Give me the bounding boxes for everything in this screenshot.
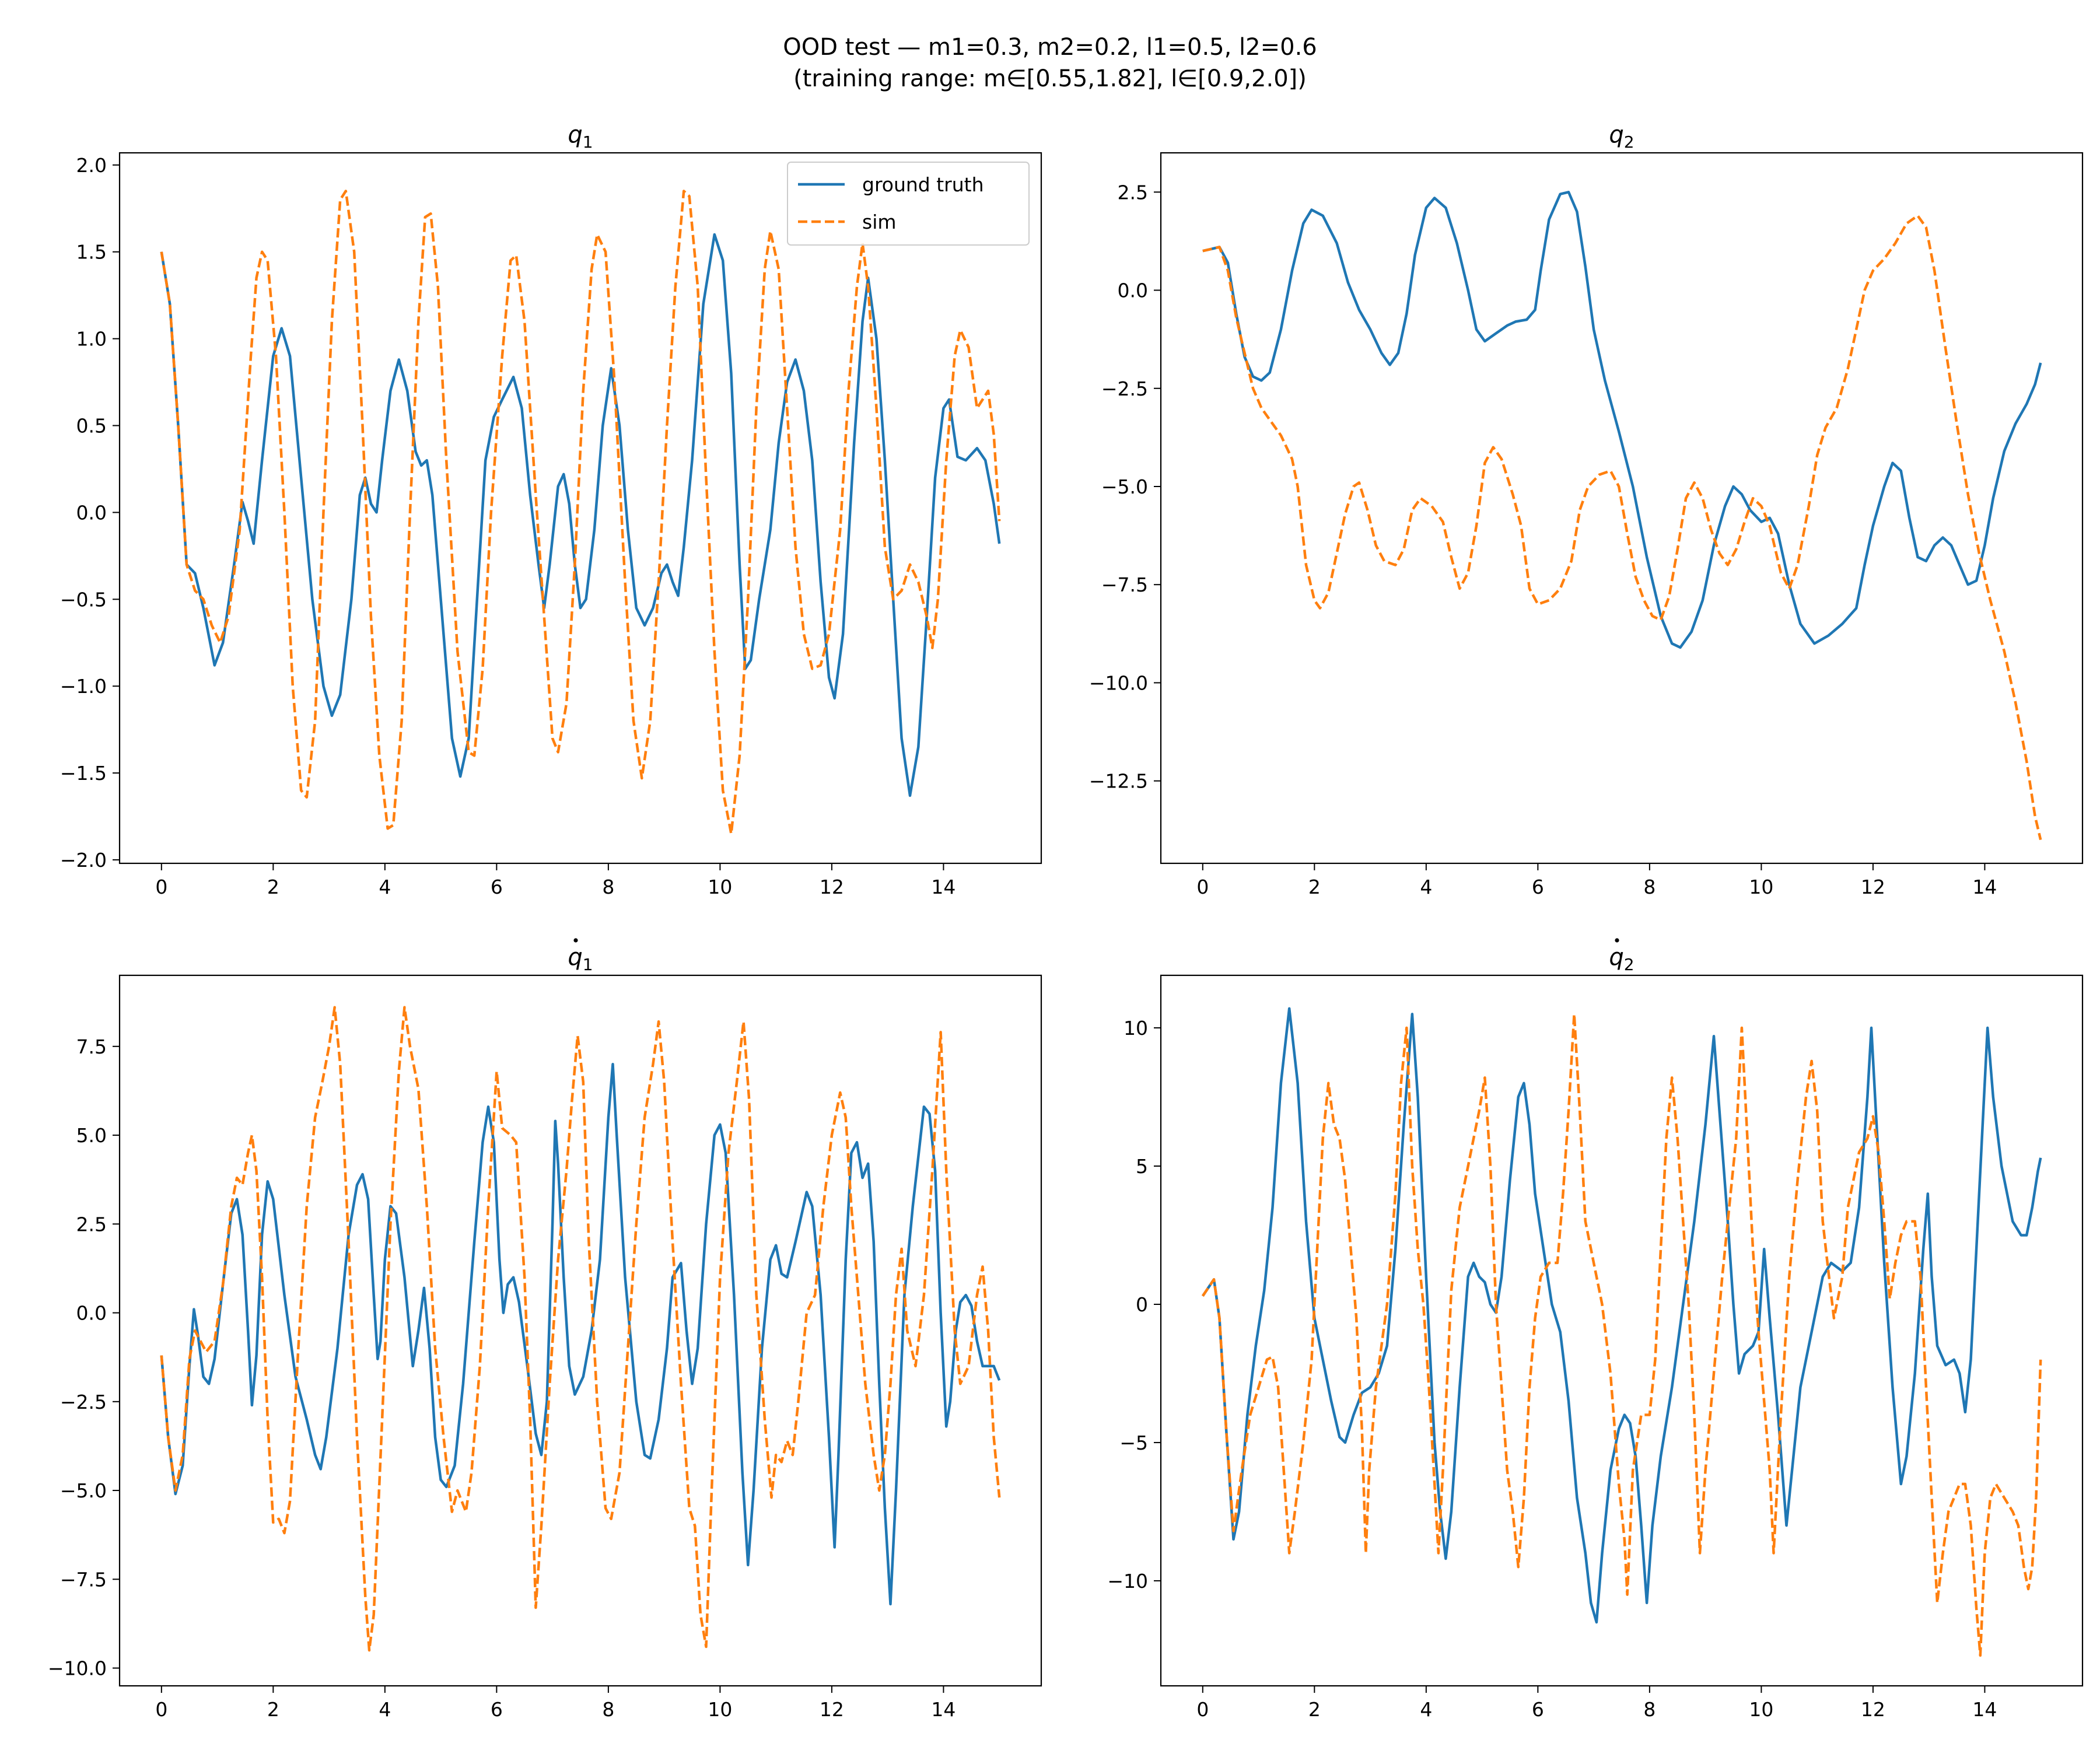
y-tick-label: −2.0: [60, 849, 107, 872]
x-tick-label: 10: [1749, 1698, 1773, 1721]
x-tick-label: 8: [602, 876, 614, 898]
panel-q2-dot: 0 2 4 6 8 10 12 14 −10 −5 0 5 10 q2: [1107, 938, 2084, 1721]
series-line-ground-truth: [1202, 191, 2042, 649]
y-tick-label: 0.0: [1118, 279, 1148, 302]
series-line-sim: [1201, 1013, 2042, 1657]
x-tick-label: 14: [1972, 1698, 1997, 1721]
y-tick-label: −0.5: [60, 588, 107, 611]
y-tick-label: −1.5: [60, 762, 107, 785]
x-tick-label: 2: [1308, 1698, 1321, 1721]
x-tick-label: 12: [820, 876, 844, 898]
x-tick-label: 6: [1532, 1698, 1544, 1721]
y-tick-label: −10.0: [48, 1657, 107, 1680]
axes-frame: [118, 974, 1042, 1687]
time-derivative-dot: [1615, 938, 1619, 943]
y-tick-label: −1.0: [60, 675, 107, 698]
series-line-ground-truth: [160, 1063, 1001, 1606]
y-tick-label: 1.5: [76, 241, 107, 264]
x-tick-label: 12: [1861, 1698, 1885, 1721]
x-tick-label: 12: [820, 1698, 844, 1721]
x-tick-label: 6: [491, 1698, 503, 1721]
x-tick-label: 0: [1196, 876, 1209, 898]
panel-q2: 0 2 4 6 8 10 12 14 −12.5 −10.0 −7.5 −5.0 −2.5 0.0 2.5 q…: [1089, 121, 2084, 898]
panel-title: q1: [568, 944, 593, 974]
y-tick-label: −7.5: [60, 1568, 107, 1591]
y-tick-label: −5.0: [60, 1479, 107, 1502]
panel-title: q1: [568, 121, 593, 152]
figure-title-line1: OOD test — m1=0.3, m2=0.2, l1=0.5, l2=0.…: [783, 34, 1317, 61]
panel-title: q2: [1609, 121, 1634, 152]
panel-q1-dot: 0 2 4 6 8 10 12 14 −10.0 −7.5 −5.0 −2.5 0.0 2.5 5.0 7.5…: [48, 938, 1042, 1721]
x-tick-label: 10: [708, 876, 732, 898]
y-tick-label: 2.5: [1118, 181, 1148, 204]
x-tick-label: 6: [491, 876, 503, 898]
y-tick-label: 2.5: [76, 1213, 107, 1236]
x-tick-label: 8: [602, 1698, 614, 1721]
series-line-ground-truth: [1201, 1007, 2042, 1624]
x-tick-label: 14: [931, 876, 956, 898]
x-tick-label: 2: [267, 876, 279, 898]
axes-frame: [1160, 974, 2084, 1687]
y-tick-label: 0.0: [76, 1302, 107, 1325]
y-tick-label: −12.5: [1089, 770, 1148, 793]
series-line-sim: [1202, 214, 2042, 841]
y-tick-label: 5: [1136, 1155, 1148, 1178]
x-tick-label: 8: [1643, 1698, 1656, 1721]
x-tick-label: 4: [379, 876, 391, 898]
x-tick-label: 10: [708, 1698, 732, 1721]
panel-q1: 0 2 4 6 8 10 12 14 −2.0 −1.5 −1.0 −0.5 0.0 0.5 1.0 1.5 2…: [60, 121, 1042, 898]
y-tick-label: 5.0: [76, 1124, 107, 1147]
y-tick-label: 0: [1136, 1293, 1148, 1316]
axes-frame: [118, 152, 1042, 864]
y-tick-label: 7.5: [76, 1035, 107, 1058]
time-derivative-dot: [573, 938, 578, 943]
x-tick-label: 4: [379, 1698, 391, 1721]
x-tick-label: 14: [931, 1698, 956, 1721]
y-tick-label: −2.5: [60, 1391, 107, 1413]
series-line-sim: [160, 190, 1001, 835]
y-tick-label: 1.0: [76, 328, 107, 351]
x-tick-label: 14: [1972, 876, 1997, 898]
y-tick-label: −10: [1107, 1570, 1148, 1592]
series-line-sim: [160, 1006, 1001, 1652]
legend: ground truth sim: [787, 162, 1030, 246]
axes-frame: [1160, 152, 2084, 864]
legend-label-ground-truth: ground truth: [862, 173, 984, 196]
x-tick-label: 0: [155, 1698, 167, 1721]
y-tick-label: −7.5: [1101, 573, 1148, 596]
y-tick-label: 2.0: [76, 154, 107, 177]
x-tick-label: 2: [267, 1698, 279, 1721]
series-line-ground-truth: [160, 233, 1001, 797]
figure-title-line2: (training range: m∈[0.55,1.82], l∈[0.9,2…: [793, 65, 1307, 92]
x-tick-label: 10: [1749, 876, 1773, 898]
y-tick-label: −10.0: [1089, 671, 1148, 694]
x-tick-label: 0: [155, 876, 167, 898]
panel-title: q2: [1609, 944, 1634, 974]
y-tick-label: 10: [1124, 1017, 1148, 1040]
x-tick-label: 2: [1308, 876, 1321, 898]
x-tick-label: 4: [1420, 1698, 1432, 1721]
y-tick-label: −5: [1119, 1432, 1148, 1454]
x-tick-label: 12: [1861, 876, 1885, 898]
y-tick-label: −2.5: [1101, 377, 1148, 400]
x-tick-label: 0: [1196, 1698, 1209, 1721]
legend-label-sim: sim: [862, 211, 897, 233]
x-tick-label: 8: [1643, 876, 1656, 898]
x-tick-label: 4: [1420, 876, 1432, 898]
legend-frame: [787, 162, 1030, 246]
y-tick-label: 0.0: [76, 501, 107, 524]
y-tick-label: −5.0: [1101, 475, 1148, 498]
x-tick-label: 6: [1532, 876, 1544, 898]
y-tick-label: 0.5: [76, 415, 107, 438]
